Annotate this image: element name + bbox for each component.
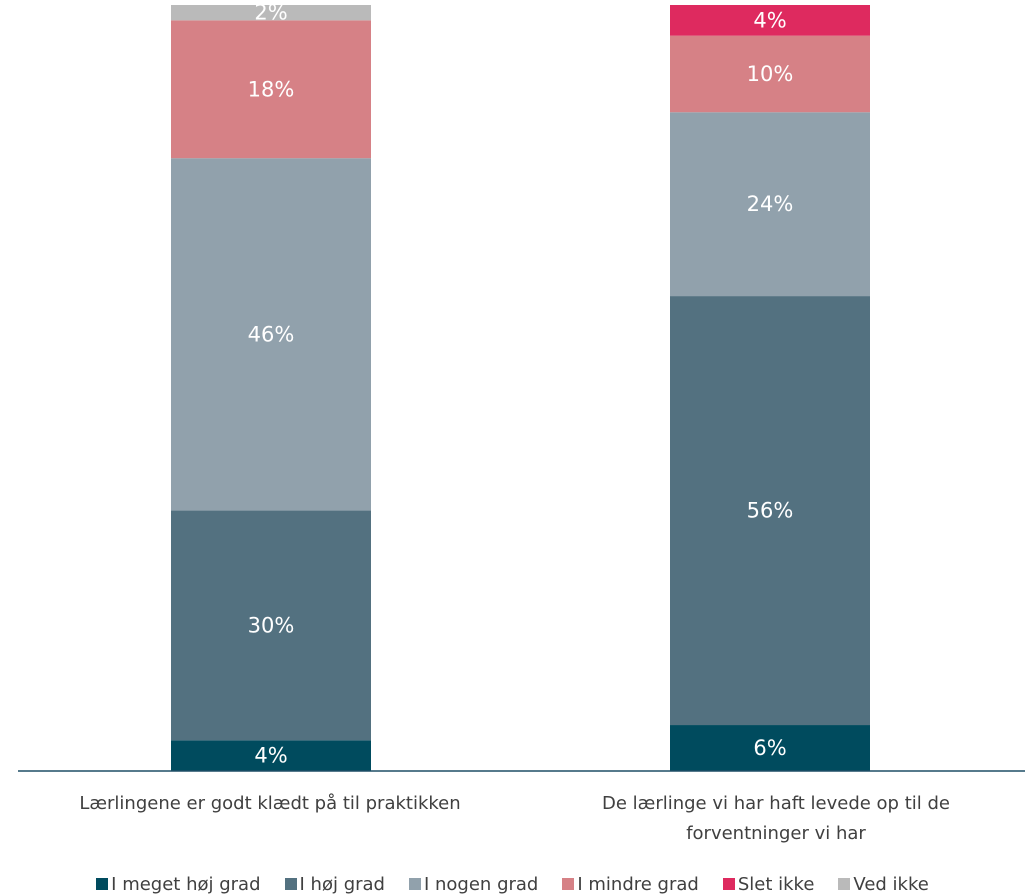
legend-item-1: I meget høj grad [96,873,261,895]
legend-swatch [722,878,735,890]
bar-segment-1-3 [171,158,371,511]
legend-swatch [562,878,575,890]
value-label-1-2: 30% [248,613,295,637]
category-label-line: forventninger vi har [686,823,866,844]
legend-swatch [284,878,297,890]
legend-swatch [408,878,421,890]
legend-item-3: I nogen grad [408,873,539,895]
value-label-2-3: 24% [747,192,794,216]
category-label-1: Lærlingene er godt klædt på til praktikk… [79,793,460,814]
bars-group [171,5,870,771]
category-label-line: De lærlinge vi har haft levede op til de [602,793,950,814]
legend-label: I nogen grad [423,873,539,895]
bar-segment-1-6 [171,5,371,21]
legend-label: Slet ikke [737,873,815,895]
bar-segment-2-2 [670,296,870,726]
legend-label: I meget høj grad [111,873,261,895]
value-label-1-1: 4% [254,744,287,768]
legend-label: Ved ikke [853,873,929,895]
legend-item-6: Ved ikke [838,873,929,895]
bar-segment-1-1 [171,740,371,771]
bar-segment-2-3 [670,112,870,297]
category-label-2: De lærlinge vi har haft levede op til de… [602,793,950,844]
legend-label: I høj grad [299,873,385,895]
value-label-1-4: 18% [248,77,295,101]
bar-segment-2-5 [670,5,870,36]
legend-item-4: I mindre grad [562,873,699,895]
value-label-2-2: 56% [747,499,794,523]
legend-item-2: I høj grad [284,873,385,895]
stacked-bar-chart: 4% 30% 46% 18% 2% 6% 56% 24% 10% 4% Lærlingene er… [18,1,1025,844]
value-label-2-1: 6% [753,736,786,760]
legend-label: I mindre grad [577,873,699,895]
bar-segment-2-4 [670,35,870,113]
legend-item-5: Slet ikke [722,873,815,895]
bar-segment-1-2 [171,510,371,741]
category-labels-group: Lærlingene er godt klædt på til praktikk… [79,793,950,844]
bar-segment-1-4 [171,20,371,159]
value-label-2-4: 10% [747,62,794,86]
category-label-line: Lærlingene er godt klædt på til praktikk… [79,793,460,814]
legend: I meget høj grad I høj grad I nogen grad I … [0,872,1025,896]
legend-swatch [96,878,109,890]
bar-segment-2-1 [670,725,870,771]
value-label-1-3: 46% [248,322,295,346]
value-label-1-6: 2% [254,1,287,25]
value-labels-group: 4% 30% 46% 18% 2% 6% 56% 24% 10% 4% [248,1,794,768]
legend-swatch [838,878,851,890]
value-label-2-5: 4% [753,8,786,32]
